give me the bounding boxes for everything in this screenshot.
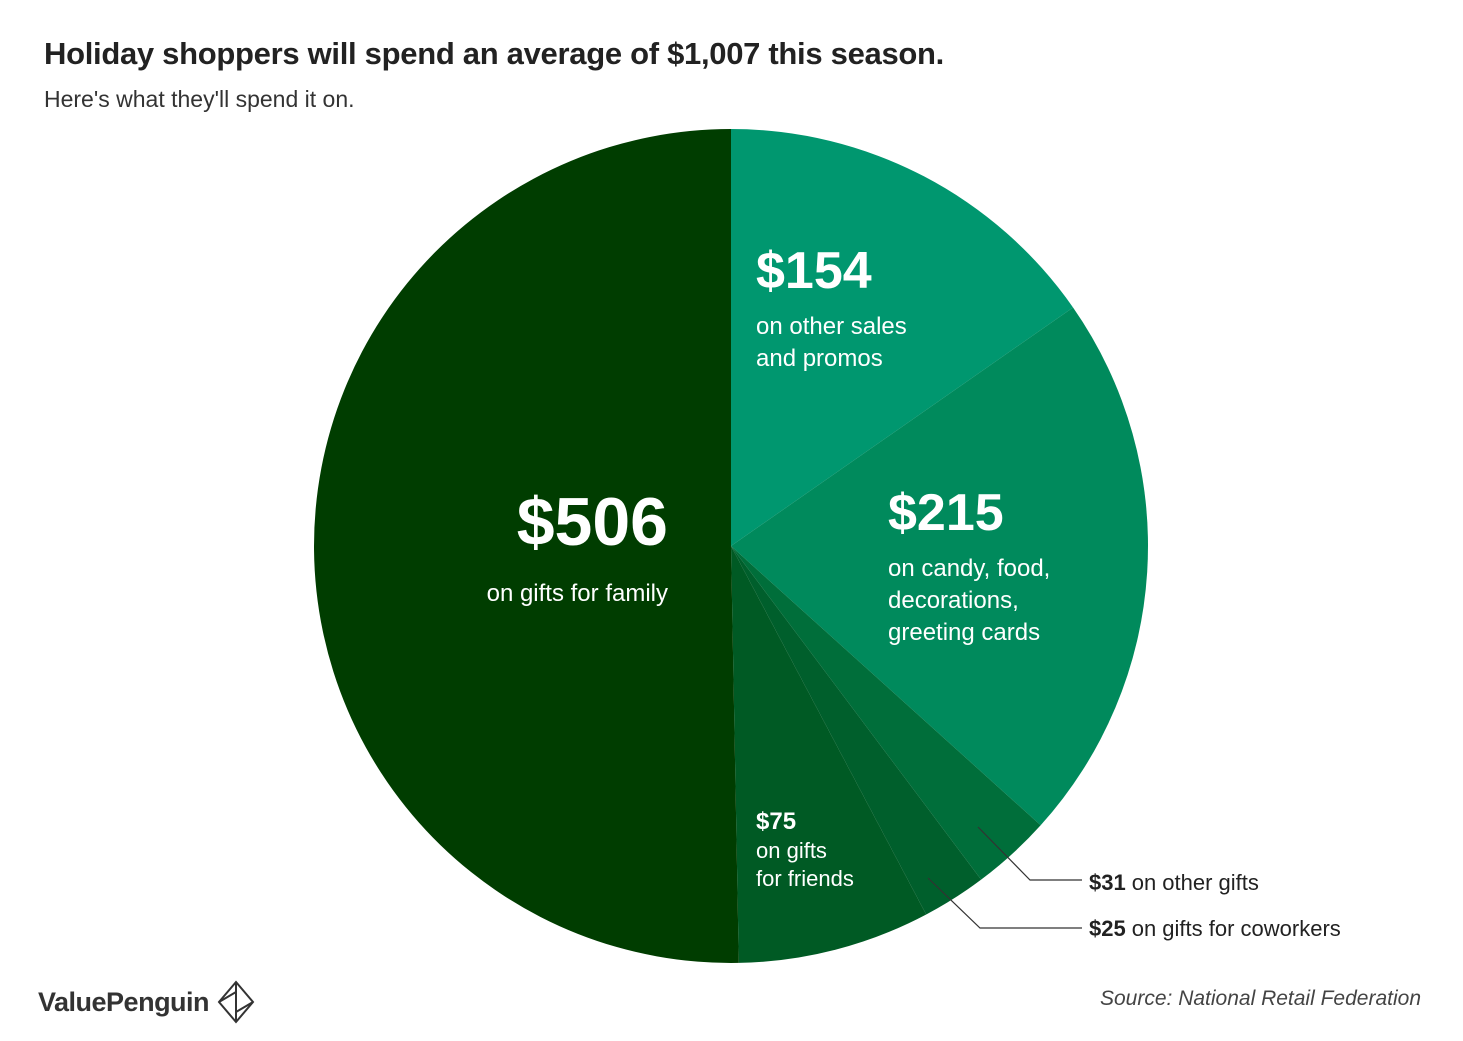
- slice-description: greeting cards: [888, 619, 1040, 646]
- slice-description: on gifts: [756, 838, 827, 863]
- leader-line: [977, 826, 1082, 881]
- pie-slice: [731, 546, 1041, 880]
- penguin-diamond-icon: [217, 980, 255, 1024]
- pie-slice: [731, 129, 1074, 546]
- slice-description: on candy, food,: [888, 555, 1050, 582]
- slice-description: on other gifts: [1132, 870, 1259, 895]
- chart-subtitle: Here's what they'll spend it on.: [44, 86, 355, 112]
- pie-slice: [731, 546, 927, 963]
- slice-description: for friends: [756, 866, 854, 891]
- slice-value-label: $25: [1089, 916, 1126, 941]
- pie-slice: [731, 307, 1149, 826]
- slice-label: $31 on other gifts: [1089, 870, 1259, 895]
- slice-description: on gifts for family: [487, 580, 668, 607]
- pie-slice: [731, 546, 982, 915]
- slice-description: on gifts for coworkers: [1132, 916, 1341, 941]
- brand-logo: ValuePenguin: [38, 980, 255, 1024]
- pie-slice: [314, 129, 739, 963]
- slice-description: decorations,: [888, 587, 1019, 614]
- slice-value-label: $215: [888, 484, 1004, 542]
- brand-name: ValuePenguin: [38, 986, 210, 1017]
- leader-line: [927, 877, 1082, 929]
- slice-value-label: $154: [756, 242, 872, 300]
- slice-description: on other sales: [756, 313, 907, 340]
- slice-value-label: $31: [1089, 870, 1126, 895]
- slice-label: $25 on gifts for coworkers: [1089, 916, 1341, 941]
- slice-value-label: $506: [517, 484, 668, 560]
- slice-value-label: $75: [756, 808, 796, 835]
- slice-description: and promos: [756, 345, 883, 372]
- source-note: Source: National Retail Federation: [1099, 987, 1421, 1010]
- chart-title: Holiday shoppers will spend an average o…: [44, 36, 944, 71]
